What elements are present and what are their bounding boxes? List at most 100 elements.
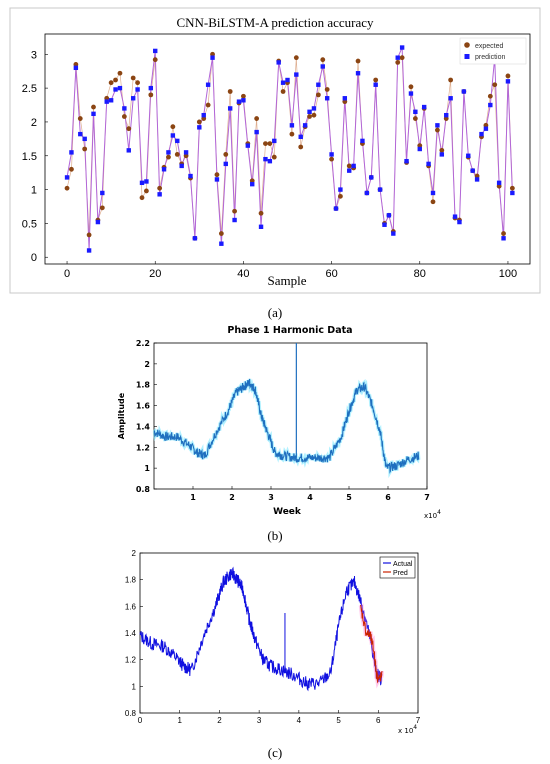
- prediction-point: [320, 64, 325, 69]
- expected-point: [408, 84, 414, 90]
- expected-point: [487, 93, 493, 99]
- prediction-point: [241, 98, 246, 103]
- expected-point: [232, 208, 237, 214]
- chart-c-x-tick-label: 2: [217, 716, 222, 725]
- prediction-point: [214, 177, 220, 182]
- expected-point: [289, 131, 295, 137]
- chart-b-x-tick-label: 5: [346, 493, 352, 502]
- prediction-point: [430, 190, 436, 196]
- prediction-point: [311, 106, 317, 111]
- expected-point: [86, 232, 92, 238]
- legend-prediction-marker: [464, 54, 470, 59]
- prediction-point: [413, 109, 418, 114]
- chart-c-plot-area: [139, 552, 419, 714]
- prediction-point: [355, 71, 361, 76]
- prediction-point: [130, 96, 136, 101]
- prediction-point: [298, 134, 303, 140]
- prediction-point: [179, 163, 184, 169]
- prediction-point: [496, 180, 502, 186]
- legend-pred-label: Pred: [393, 570, 408, 577]
- chart-c-x-tick-label: 5: [336, 716, 341, 725]
- chart-b-x-tick-label: 7: [424, 493, 430, 502]
- prediction-point: [439, 152, 445, 157]
- expected-point: [113, 77, 118, 83]
- prediction-point: [122, 106, 127, 111]
- chart-c-legend-box: [379, 556, 416, 579]
- chart-b-x-multiplier-exp: 4: [437, 509, 441, 516]
- chart-b-title: Phase 1 Harmonic Data: [227, 325, 352, 336]
- chart-c-y-tick-label: 1: [132, 682, 137, 691]
- chart-a-y-tick-label: 2.5: [22, 83, 37, 95]
- prediction-point: [117, 85, 123, 91]
- chart-a: CNN-BiLSTM-A prediction accuracy 0 20 40 60…: [9, 7, 541, 294]
- prediction-point: [272, 138, 277, 144]
- chart-b-x-tick-label: 6: [385, 493, 391, 502]
- prediction-point: [435, 123, 440, 128]
- expected-point: [324, 87, 330, 92]
- prediction-point: [263, 156, 268, 162]
- chart-c-y-tick-label: 2: [132, 549, 137, 558]
- expected-point: [82, 146, 88, 152]
- prediction-point: [488, 102, 493, 108]
- prediction-point: [338, 187, 343, 192]
- chart-b-x-multiplier-base: x10: [424, 512, 437, 520]
- prediction-point: [377, 187, 383, 192]
- expected-point: [298, 144, 304, 150]
- prediction-point: [474, 177, 480, 182]
- expected-point: [448, 77, 454, 83]
- chart-a-y-tick-label: 1: [31, 185, 37, 197]
- expected-point: [505, 73, 511, 79]
- chart-a-x-tick-label: 60: [325, 268, 337, 280]
- prediction-point: [395, 55, 400, 60]
- chart-b-x-multiplier: x104: [424, 509, 441, 520]
- chart-a-x-tick-label: 20: [149, 268, 161, 280]
- chart-b-y-tick-label: 1.6: [136, 402, 151, 411]
- chart-b-plot-area: [153, 342, 428, 490]
- prediction-point: [316, 82, 321, 87]
- prediction-point: [69, 150, 74, 155]
- expected-point: [293, 55, 299, 61]
- prediction-point: [360, 138, 365, 144]
- prediction-point: [157, 192, 162, 197]
- chart-a-y-tick-label: 3: [31, 49, 37, 61]
- prediction-point: [183, 150, 189, 155]
- expected-point: [338, 193, 343, 199]
- prediction-point: [276, 60, 281, 65]
- prediction-point: [505, 79, 511, 84]
- chart-b-y-tick-label: 2.2: [136, 339, 150, 348]
- expected-point: [126, 126, 132, 132]
- expected-point: [280, 89, 286, 94]
- expected-point: [412, 116, 418, 121]
- expected-point: [205, 102, 211, 108]
- chart-c-x-tick-label: 0: [138, 716, 143, 725]
- prediction-point: [444, 112, 449, 118]
- prediction-point: [135, 87, 140, 92]
- chart-b-x-tick-label: 3: [268, 493, 274, 502]
- prediction-point: [78, 131, 83, 137]
- prediction-point: [139, 180, 145, 186]
- prediction-point: [391, 231, 396, 236]
- expected-point: [346, 163, 352, 169]
- chart-b-x-tick-label: 4: [307, 493, 313, 502]
- prediction-point: [201, 112, 206, 118]
- expected-point: [174, 152, 180, 157]
- prediction-point: [223, 161, 228, 167]
- chart-c-x-multiplier-base: x 10: [398, 727, 413, 735]
- chart-a-x-tick-label: 80: [414, 268, 426, 280]
- expected-point: [144, 188, 149, 194]
- caption-c: (c): [267, 745, 283, 760]
- expected-point: [439, 147, 445, 153]
- chart-c-legend: Actual Pred: [379, 556, 416, 579]
- chart-c-x-tick-label: 6: [376, 716, 381, 725]
- prediction-point: [267, 158, 273, 164]
- prediction-point: [219, 241, 224, 246]
- prediction-point: [197, 125, 202, 130]
- prediction-point: [369, 175, 374, 180]
- chart-c-x-tick-label: 1: [177, 716, 182, 725]
- chart-a-outer-frame: [9, 7, 541, 294]
- expected-point: [69, 166, 74, 172]
- expected-point: [135, 80, 140, 86]
- prediction-point: [245, 143, 251, 148]
- expected-point: [241, 93, 246, 99]
